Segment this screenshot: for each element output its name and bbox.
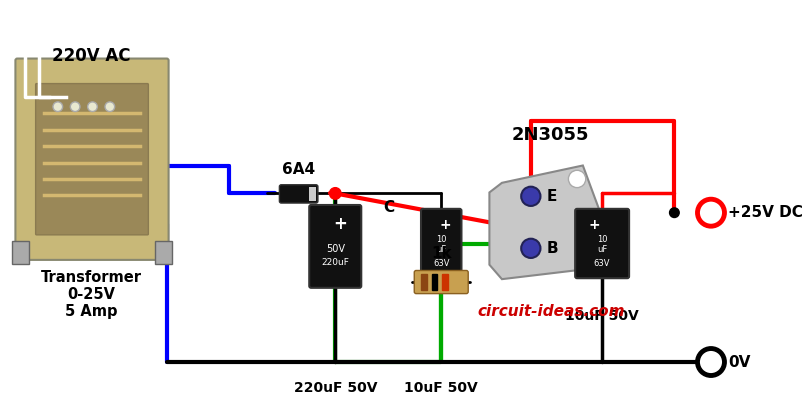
- Polygon shape: [489, 166, 602, 279]
- Text: 2N3055: 2N3055: [511, 126, 588, 144]
- FancyBboxPatch shape: [279, 185, 318, 203]
- Text: 0V: 0V: [727, 355, 750, 369]
- Bar: [431, 274, 437, 290]
- Text: Transformer
0-25V
5 Amp: Transformer 0-25V 5 Amp: [41, 270, 142, 319]
- Text: 220uF 50V: 220uF 50V: [293, 381, 376, 395]
- Text: +: +: [333, 215, 346, 233]
- Text: 63V: 63V: [432, 259, 449, 268]
- Circle shape: [329, 188, 341, 199]
- Text: 10uF 50V: 10uF 50V: [404, 381, 478, 395]
- Bar: [453, 274, 458, 290]
- FancyBboxPatch shape: [15, 58, 169, 260]
- Text: 6A4: 6A4: [281, 162, 315, 177]
- FancyBboxPatch shape: [11, 240, 29, 264]
- Text: B: B: [546, 241, 557, 256]
- Text: +25V DC: +25V DC: [727, 205, 802, 220]
- Text: +: +: [588, 218, 599, 232]
- FancyBboxPatch shape: [574, 209, 629, 278]
- FancyBboxPatch shape: [414, 270, 468, 294]
- Circle shape: [521, 187, 540, 206]
- Text: 10
uF: 10 uF: [436, 235, 446, 254]
- Bar: [442, 274, 448, 290]
- Text: C: C: [383, 200, 394, 215]
- Circle shape: [697, 348, 723, 375]
- Circle shape: [53, 102, 62, 112]
- Bar: [420, 274, 427, 290]
- Circle shape: [71, 102, 79, 112]
- Circle shape: [568, 170, 585, 188]
- Circle shape: [669, 208, 678, 218]
- FancyBboxPatch shape: [155, 240, 172, 264]
- FancyBboxPatch shape: [309, 205, 361, 288]
- Circle shape: [105, 102, 114, 112]
- Text: 10
uF: 10 uF: [596, 235, 607, 254]
- Text: 220V AC: 220V AC: [52, 47, 131, 65]
- Text: 1k: 1k: [431, 246, 451, 261]
- Text: 220uF: 220uF: [321, 258, 349, 267]
- FancyBboxPatch shape: [36, 83, 148, 235]
- FancyBboxPatch shape: [420, 209, 461, 278]
- Text: circuit-ideas.com: circuit-ideas.com: [477, 304, 624, 319]
- Circle shape: [697, 199, 723, 226]
- Circle shape: [521, 239, 540, 258]
- Text: +: +: [439, 218, 450, 232]
- Circle shape: [88, 102, 97, 112]
- Text: 63V: 63V: [593, 259, 610, 268]
- FancyBboxPatch shape: [309, 187, 315, 201]
- Text: 50V: 50V: [325, 244, 345, 254]
- Text: 10uF 50V: 10uF 50V: [564, 309, 638, 323]
- Text: E: E: [546, 189, 556, 204]
